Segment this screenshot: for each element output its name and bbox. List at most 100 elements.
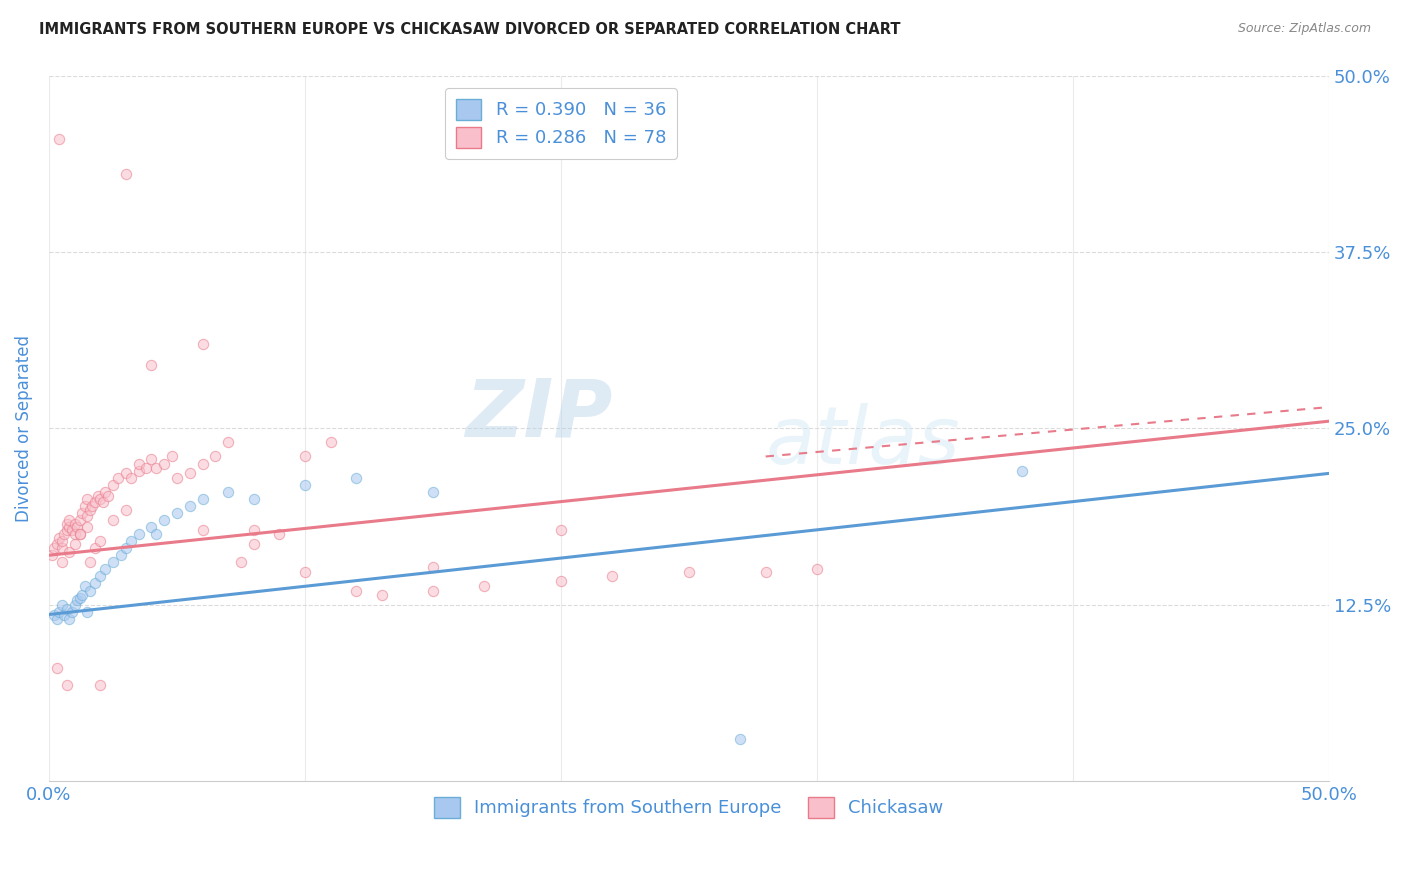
Point <box>242 491 264 506</box>
Point <box>89 491 111 506</box>
Point <box>76 520 98 534</box>
Point <box>806 562 828 576</box>
Point <box>242 523 264 537</box>
Point <box>128 527 150 541</box>
Point <box>51 555 73 569</box>
Point <box>58 520 80 534</box>
Point <box>41 548 63 562</box>
Point <box>153 457 176 471</box>
Point <box>191 523 214 537</box>
Point <box>269 527 291 541</box>
Point <box>728 731 751 746</box>
Point <box>79 583 101 598</box>
Point <box>160 450 183 464</box>
Point <box>141 452 163 467</box>
Point <box>58 513 80 527</box>
Point <box>344 470 367 484</box>
Point <box>128 464 150 478</box>
Point <box>422 559 444 574</box>
Point <box>73 579 96 593</box>
Point <box>58 612 80 626</box>
Point <box>191 491 214 506</box>
Point <box>48 531 70 545</box>
Point <box>79 555 101 569</box>
Point <box>89 534 111 549</box>
Point <box>48 132 70 146</box>
Point <box>51 598 73 612</box>
Point <box>550 574 572 588</box>
Point <box>69 527 91 541</box>
Point <box>114 503 136 517</box>
Point <box>63 517 86 532</box>
Text: ZIP: ZIP <box>465 376 612 453</box>
Point <box>204 450 226 464</box>
Point <box>141 520 163 534</box>
Point <box>60 605 83 619</box>
Y-axis label: Divorced or Separated: Divorced or Separated <box>15 334 32 522</box>
Point <box>84 576 107 591</box>
Point <box>73 499 96 513</box>
Point <box>101 513 124 527</box>
Point <box>141 358 163 372</box>
Point <box>84 541 107 556</box>
Point <box>70 506 93 520</box>
Point <box>56 678 79 692</box>
Point <box>600 569 623 583</box>
Point <box>166 506 188 520</box>
Point <box>69 591 91 605</box>
Point <box>191 457 214 471</box>
Point <box>110 548 132 562</box>
Point <box>66 520 89 534</box>
Point <box>76 491 98 506</box>
Point <box>82 499 104 513</box>
Point <box>56 517 79 532</box>
Text: Source: ZipAtlas.com: Source: ZipAtlas.com <box>1237 22 1371 36</box>
Point <box>53 527 76 541</box>
Point <box>86 489 108 503</box>
Point <box>45 661 67 675</box>
Point <box>472 579 495 593</box>
Point <box>45 537 67 551</box>
Point <box>97 489 120 503</box>
Point <box>229 555 252 569</box>
Point <box>145 527 167 541</box>
Point <box>76 508 98 523</box>
Point <box>107 470 129 484</box>
Point <box>191 336 214 351</box>
Point <box>120 534 142 549</box>
Point <box>422 583 444 598</box>
Point <box>60 523 83 537</box>
Point <box>101 555 124 569</box>
Point <box>101 477 124 491</box>
Point <box>45 612 67 626</box>
Point <box>166 470 188 484</box>
Point <box>58 545 80 559</box>
Point <box>114 167 136 181</box>
Point <box>114 467 136 481</box>
Point <box>294 565 316 579</box>
Text: IMMIGRANTS FROM SOUTHERN EUROPE VS CHICKASAW DIVORCED OR SEPARATED CORRELATION C: IMMIGRANTS FROM SOUTHERN EUROPE VS CHICK… <box>39 22 901 37</box>
Point <box>128 457 150 471</box>
Point <box>120 470 142 484</box>
Point <box>69 513 91 527</box>
Point <box>145 460 167 475</box>
Point <box>69 527 91 541</box>
Point <box>79 503 101 517</box>
Point <box>344 583 367 598</box>
Point <box>135 460 157 475</box>
Point <box>94 562 117 576</box>
Point <box>56 523 79 537</box>
Point <box>242 537 264 551</box>
Point <box>48 605 70 619</box>
Point <box>51 534 73 549</box>
Point <box>63 527 86 541</box>
Point <box>153 513 176 527</box>
Point <box>179 467 201 481</box>
Point <box>319 435 342 450</box>
Point <box>42 607 65 622</box>
Point <box>51 541 73 556</box>
Point <box>550 523 572 537</box>
Point <box>94 484 117 499</box>
Point <box>294 450 316 464</box>
Point <box>217 435 239 450</box>
